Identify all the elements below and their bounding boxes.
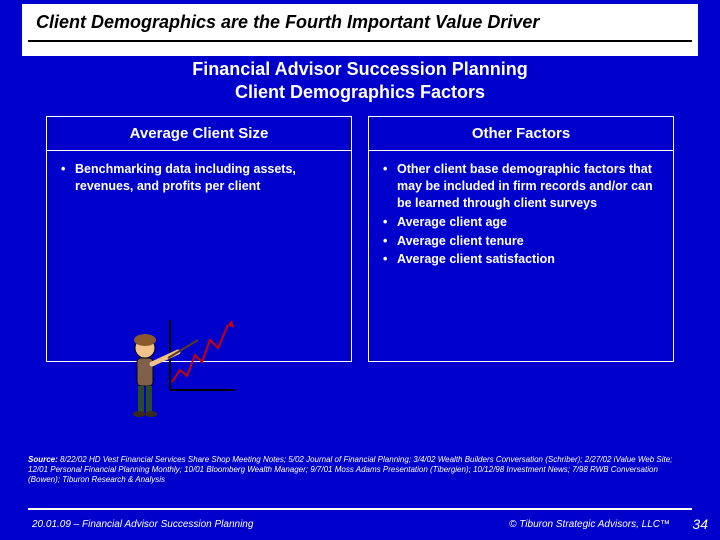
title-underline	[28, 40, 692, 42]
box-right-body: Other client base demographic factors th…	[369, 151, 673, 361]
footer-rule	[28, 508, 692, 510]
box-left-list: Benchmarking data including assets, reve…	[59, 161, 341, 195]
source-label: Source:	[28, 455, 58, 464]
list-item: Average client age	[381, 214, 663, 231]
list-item: Benchmarking data including assets, reve…	[59, 161, 341, 195]
list-item: Average client tenure	[381, 233, 663, 250]
list-item: Other client base demographic factors th…	[381, 161, 663, 212]
source-text: 8/22/02 HD Vest Financial Services Share…	[28, 455, 672, 484]
page-number: 34	[692, 516, 708, 532]
slide-title: Client Demographics are the Fourth Impor…	[28, 8, 692, 39]
footer-right: © Tiburon Strategic Advisors, LLC™	[509, 519, 670, 530]
source-citation: Source: 8/22/02 HD Vest Financial Servic…	[28, 455, 692, 485]
box-left-header: Average Client Size	[47, 117, 351, 151]
footer-left: 20.01.09 – Financial Advisor Succession …	[32, 519, 253, 530]
subtitle-line2: Client Demographics Factors	[0, 81, 720, 104]
subtitle-line1: Financial Advisor Succession Planning	[0, 58, 720, 81]
box-right-list: Other client base demographic factors th…	[381, 161, 663, 268]
subtitle: Financial Advisor Succession Planning Cl…	[0, 58, 720, 103]
box-right: Other Factors Other client base demograp…	[368, 116, 674, 362]
box-right-header: Other Factors	[369, 117, 673, 151]
list-item: Average client satisfaction	[381, 251, 663, 268]
chart-clipart-icon	[120, 310, 240, 430]
